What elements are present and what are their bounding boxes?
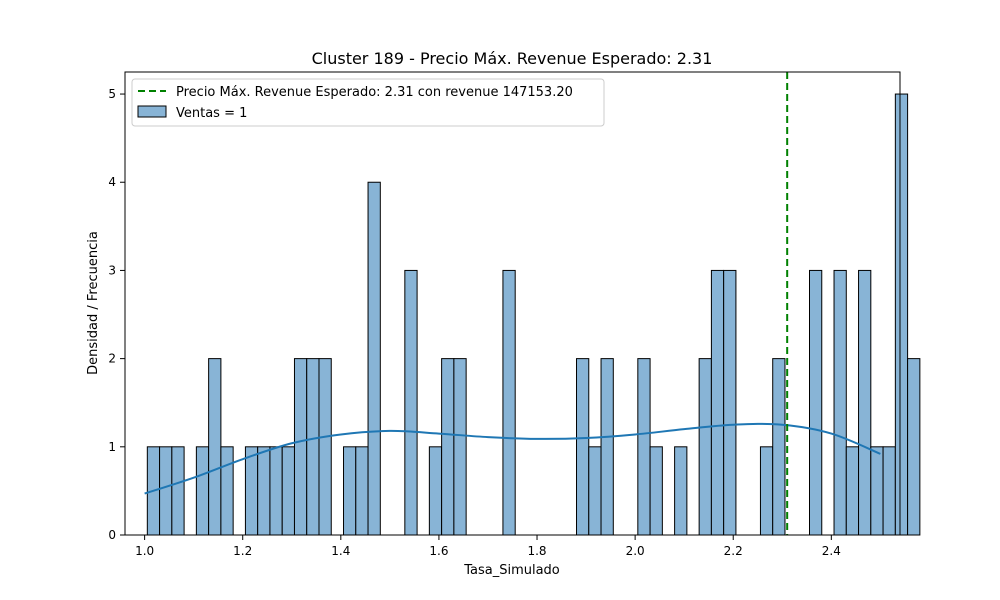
- x-tick-label: 2.4: [822, 544, 841, 558]
- y-tick-label: 5: [108, 87, 116, 101]
- x-axis-ticks: 1.0 1.2 1.4 1.6 1.8 2.0 2.2 2.4: [135, 535, 841, 558]
- y-axis-label: Densidad / Frecuencia: [86, 231, 101, 375]
- histogram-bar: [220, 446, 234, 536]
- x-tick-label: 2.2: [724, 544, 743, 558]
- legend-bar-label: Ventas = 1: [176, 106, 247, 121]
- histogram-bar: [649, 446, 663, 536]
- histogram-bar: [674, 446, 688, 536]
- histogram-bar: [441, 358, 455, 536]
- histogram-bar: [759, 446, 774, 536]
- histogram-bar: [428, 446, 443, 536]
- y-tick-label: 4: [108, 175, 116, 189]
- histogram-bar: [907, 358, 921, 536]
- histogram-bar: [809, 269, 823, 536]
- histogram-bar: [502, 269, 516, 536]
- legend: Precio Máx. Revenue Esperado: 2.31 con r…: [131, 78, 605, 127]
- y-tick-label: 3: [108, 263, 116, 277]
- x-tick-label: 1.2: [233, 544, 252, 558]
- histogram-bar: [281, 446, 295, 536]
- legend-vline-label: Precio Máx. Revenue Esperado: 2.31 con r…: [176, 85, 573, 100]
- histogram-bar: [306, 358, 320, 536]
- histogram-bar: [637, 358, 651, 536]
- histogram-bar: [171, 446, 185, 536]
- chart-title: Cluster 189 - Precio Máx. Revenue Espera…: [312, 49, 713, 68]
- histogram-bar: [870, 446, 884, 536]
- legend-bar-swatch: [137, 105, 167, 118]
- histogram-bar: [588, 446, 602, 536]
- histogram-bar: [318, 358, 332, 536]
- histogram-bar: [710, 269, 725, 536]
- histogram-bar: [343, 446, 357, 536]
- y-tick-label: 1: [108, 440, 116, 454]
- histogram-bar: [208, 358, 222, 536]
- histogram-bar: [404, 269, 418, 536]
- histogram-bar: [882, 446, 896, 536]
- bars-group: [146, 93, 921, 536]
- kde-curve: [144, 422, 881, 495]
- histogram-bar: [293, 358, 308, 536]
- histogram-bar: [845, 446, 860, 536]
- histogram-bar: [453, 358, 467, 536]
- x-tick-label: 1.4: [331, 544, 350, 558]
- x-tick-label: 1.8: [527, 544, 546, 558]
- histogram-bar: [576, 358, 590, 536]
- histogram-bar: [833, 269, 847, 536]
- histogram-bar: [894, 93, 909, 536]
- histogram-bar: [723, 269, 737, 536]
- x-tick-label: 1.6: [429, 544, 448, 558]
- histogram-bar: [355, 446, 369, 536]
- histogram-bar: [858, 269, 872, 536]
- legend-box: [131, 78, 605, 127]
- y-tick-label: 0: [108, 528, 116, 542]
- histogram-bar: [257, 446, 271, 536]
- x-tick-label: 1.0: [135, 544, 154, 558]
- histogram-bar: [269, 446, 283, 536]
- plot-frame: [124, 71, 901, 536]
- histogram-bar: [772, 358, 786, 536]
- x-tick-label: 2.0: [626, 544, 645, 558]
- histogram-bar: [367, 181, 381, 536]
- y-tick-label: 2: [108, 352, 116, 366]
- histogram-bar: [698, 358, 712, 536]
- histogram-bar: [600, 358, 614, 536]
- histogram-bar: [195, 446, 210, 536]
- x-axis-label: Tasa_Simulado: [463, 563, 560, 578]
- histogram-bar: [244, 446, 259, 536]
- y-axis-ticks: 0 1 2 3 4 5: [108, 87, 125, 542]
- histogram-bar: [159, 446, 173, 536]
